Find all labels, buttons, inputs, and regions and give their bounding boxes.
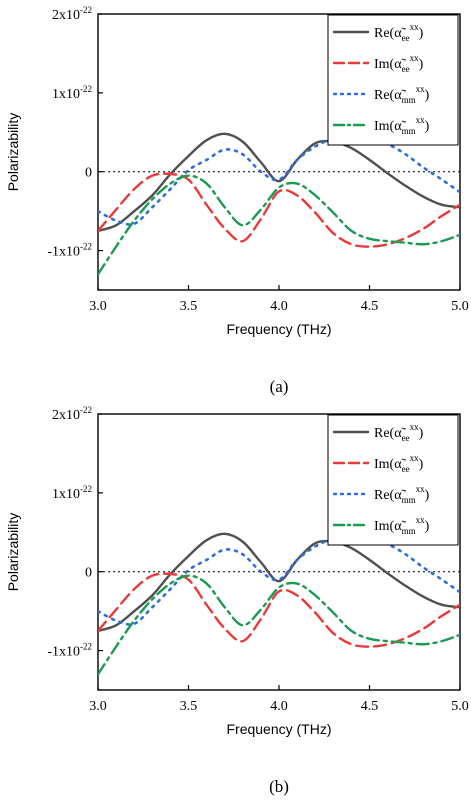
legend-entry-label: Re(α̃mmxx) — [374, 84, 430, 105]
legend-suffix: ) — [419, 26, 424, 41]
chart-b-svg: 3.0 3.5 4.0 4.5 5.02x10-221x10-220-1x10-22Fr… — [5, 405, 469, 796]
y-tick-label: -1x10-22 — [47, 242, 92, 260]
x-tick-label: 3.5 — [180, 299, 198, 314]
y-tick-label: 0 — [85, 566, 92, 581]
legend-subscript: mm — [402, 495, 416, 505]
legend-subscript: mm — [402, 95, 416, 105]
y-tick-exponent: -22 — [80, 84, 92, 94]
legend-subscript: ee — [402, 64, 410, 74]
legend-suffix: ) — [425, 519, 430, 534]
series-line-dash — [98, 172, 460, 248]
y-tick-label: 2x10-22 — [52, 405, 92, 423]
legend-suffix: ) — [419, 457, 424, 472]
y-tick-mantissa: 1x10 — [52, 87, 80, 102]
legend-suffix: ) — [425, 88, 430, 103]
y-tick-label: 2x10-22 — [52, 5, 92, 23]
legend-suffix: ) — [419, 57, 424, 72]
y-tick-exponent: -22 — [80, 484, 92, 494]
series-line-dashdot — [98, 574, 460, 676]
series-line-solid — [98, 532, 460, 633]
chart-a-svg: 3.0 3.5 4.0 4.5 5.02x10-221x10-220-1x10-22Fr… — [5, 5, 469, 396]
series-group — [98, 132, 460, 276]
legend-box — [327, 14, 459, 146]
legend-superscript: xx — [416, 484, 426, 494]
legend-suffix: ) — [425, 119, 430, 134]
legend-entry-label: Im(α̃eexx) — [374, 53, 424, 74]
legend-subscript: mm — [402, 126, 416, 136]
x-axis-title: Frequency (THz) — [226, 321, 331, 337]
x-tick-label: 5.0 — [451, 299, 469, 314]
y-tick-mantissa: 2x10 — [52, 408, 80, 423]
series-line-dot — [98, 534, 460, 626]
legend-suffix: ) — [425, 488, 430, 503]
x-tick-label: 3.0 — [89, 299, 107, 314]
x-tick-label: 4.0 — [270, 699, 288, 714]
legend-superscript: xx — [410, 422, 420, 432]
series-line-dot — [98, 134, 460, 226]
legend-prefix: Re( — [374, 88, 395, 103]
y-tick-exponent: -22 — [80, 242, 92, 252]
x-axis-title: Frequency (THz) — [226, 721, 331, 737]
x-tick-label: 3.5 — [180, 699, 198, 714]
legend-prefix: Re( — [374, 26, 395, 41]
y-tick-mantissa: 0 — [85, 166, 92, 181]
x-tick-label: 4.0 — [270, 299, 288, 314]
y-tick-exponent: -22 — [80, 642, 92, 652]
series-line-dash — [98, 572, 460, 648]
legend-box — [327, 414, 459, 546]
legend-superscript: xx — [410, 53, 420, 63]
y-tick-mantissa: -1x10 — [47, 245, 80, 260]
legend-superscript: xx — [410, 22, 420, 32]
y-tick-exponent: -22 — [80, 405, 92, 415]
legend-suffix: ) — [419, 426, 424, 441]
legend-prefix: Re( — [374, 426, 395, 441]
series-line-dashdot — [98, 174, 460, 276]
legend-entry-label: Im(α̃eexx) — [374, 453, 424, 474]
y-tick-exponent: -22 — [80, 5, 92, 15]
x-tick-label: 4.5 — [361, 699, 379, 714]
legend-subscript: ee — [402, 464, 410, 474]
legend-entry-label: Re(α̃mmxx) — [374, 484, 430, 505]
series-group — [98, 532, 460, 676]
legend-prefix: Im( — [374, 457, 395, 472]
y-tick-mantissa: 2x10 — [52, 8, 80, 23]
y-axis-title: Polarizability — [5, 513, 21, 592]
legend-prefix: Re( — [374, 488, 395, 503]
figure-panel-b: 3.0 3.5 4.0 4.5 5.0 2x10-22 1x10-22 0 -1x10-22 Fr… — [0, 400, 471, 800]
legend-superscript: xx — [410, 453, 420, 463]
y-tick-mantissa: -1x10 — [47, 645, 80, 660]
x-tick-label: 3.0 — [89, 699, 107, 714]
y-tick-label: 1x10-22 — [52, 484, 92, 502]
y-tick-label: 0 — [85, 166, 92, 181]
y-tick-mantissa: 1x10 — [52, 487, 80, 502]
legend-subscript: ee — [402, 433, 410, 443]
x-tick-label: 5.0 — [451, 699, 469, 714]
legend-prefix: Im( — [374, 119, 395, 134]
y-axis-title: Polarizability — [5, 113, 21, 192]
y-tick-label: -1x10-22 — [47, 642, 92, 660]
legend-prefix: Im( — [374, 519, 395, 534]
legend-superscript: xx — [416, 115, 426, 125]
legend-subscript: ee — [402, 33, 410, 43]
legend-subscript: mm — [402, 526, 416, 536]
legend-entry-label: Re(α̃eexx) — [374, 22, 424, 43]
x-tick-label: 4.5 — [361, 299, 379, 314]
y-tick-mantissa: 0 — [85, 566, 92, 581]
panel-label: (a) — [270, 377, 289, 396]
y-tick-label: 1x10-22 — [52, 84, 92, 102]
legend-prefix: Im( — [374, 57, 395, 72]
panel-label: (b) — [269, 777, 289, 796]
legend-superscript: xx — [416, 84, 426, 94]
figure-panel-a: 3.0 3.5 4.0 4.5 5.0 2x10-22 1x10-22 0 -1x10-22 Fr… — [5, 5, 469, 396]
legend-superscript: xx — [416, 515, 426, 525]
series-line-solid — [98, 132, 460, 233]
